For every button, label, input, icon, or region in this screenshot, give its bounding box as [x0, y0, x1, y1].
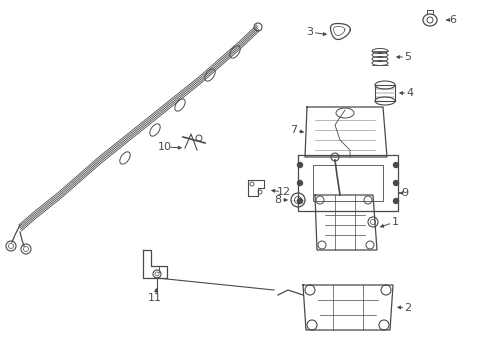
Text: 12: 12	[276, 187, 290, 197]
Text: 8: 8	[274, 195, 281, 205]
Text: 11: 11	[148, 293, 162, 303]
Circle shape	[297, 162, 302, 167]
Circle shape	[297, 180, 302, 185]
Text: 7: 7	[290, 125, 297, 135]
Text: 5: 5	[404, 52, 411, 62]
Text: 9: 9	[401, 188, 408, 198]
Text: 6: 6	[448, 15, 456, 25]
Circle shape	[393, 198, 398, 203]
Circle shape	[393, 162, 398, 167]
Circle shape	[297, 198, 302, 203]
Text: 3: 3	[306, 27, 313, 37]
Text: 4: 4	[406, 88, 413, 98]
Text: 1: 1	[391, 217, 398, 227]
Circle shape	[393, 180, 398, 185]
Text: 2: 2	[404, 303, 411, 313]
Text: 10: 10	[158, 142, 172, 152]
